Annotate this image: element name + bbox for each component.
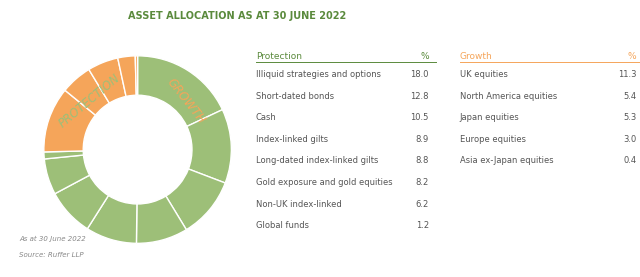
- Text: 6.2: 6.2: [415, 199, 429, 209]
- Text: PROTECTION: PROTECTION: [56, 72, 122, 130]
- Text: 5.4: 5.4: [623, 92, 636, 101]
- Text: Growth: Growth: [460, 52, 492, 61]
- Wedge shape: [118, 56, 136, 96]
- Wedge shape: [187, 110, 231, 183]
- Text: 5.3: 5.3: [623, 113, 636, 122]
- Text: Japan equities: Japan equities: [460, 113, 519, 122]
- Wedge shape: [135, 56, 138, 95]
- Text: 12.8: 12.8: [410, 92, 429, 101]
- Text: ASSET ALLOCATION AS AT 30 JUNE 2022: ASSET ALLOCATION AS AT 30 JUNE 2022: [128, 11, 346, 21]
- Wedge shape: [138, 56, 223, 126]
- Wedge shape: [136, 196, 186, 243]
- Text: 10.5: 10.5: [410, 113, 429, 122]
- Text: 8.2: 8.2: [415, 178, 429, 187]
- Wedge shape: [89, 58, 126, 103]
- Text: Europe equities: Europe equities: [460, 135, 525, 144]
- Wedge shape: [44, 90, 95, 152]
- Text: Long-dated index-linked gilts: Long-dated index-linked gilts: [256, 157, 378, 165]
- Text: Short-dated bonds: Short-dated bonds: [256, 92, 334, 101]
- Text: Asia ex-Japan equities: Asia ex-Japan equities: [460, 157, 553, 165]
- Text: 8.8: 8.8: [415, 157, 429, 165]
- Wedge shape: [44, 151, 83, 159]
- Text: North America equities: North America equities: [460, 92, 557, 101]
- Text: GROWTH: GROWTH: [164, 76, 208, 127]
- Text: Source: Ruffer LLP: Source: Ruffer LLP: [19, 252, 84, 258]
- Text: As at 30 June 2022: As at 30 June 2022: [19, 235, 86, 242]
- Text: UK equities: UK equities: [460, 70, 508, 79]
- Text: Gold exposure and gold equities: Gold exposure and gold equities: [256, 178, 392, 187]
- Text: 1.2: 1.2: [415, 221, 429, 230]
- Text: Cash: Cash: [256, 113, 276, 122]
- Text: 8.9: 8.9: [415, 135, 429, 144]
- Wedge shape: [55, 175, 108, 229]
- Text: Non-UK index-linked: Non-UK index-linked: [256, 199, 342, 209]
- Text: Illiquid strategies and options: Illiquid strategies and options: [256, 70, 381, 79]
- Text: 18.0: 18.0: [410, 70, 429, 79]
- Wedge shape: [88, 196, 137, 243]
- Text: Protection: Protection: [256, 52, 302, 61]
- Wedge shape: [166, 169, 225, 230]
- Text: %: %: [628, 52, 636, 61]
- Text: Index-linked gilts: Index-linked gilts: [256, 135, 328, 144]
- Text: 3.0: 3.0: [623, 135, 636, 144]
- Text: 11.3: 11.3: [618, 70, 636, 79]
- Text: 0.4: 0.4: [623, 157, 636, 165]
- Text: %: %: [420, 52, 429, 61]
- Wedge shape: [65, 70, 109, 115]
- Text: Global funds: Global funds: [256, 221, 309, 230]
- Wedge shape: [44, 155, 90, 194]
